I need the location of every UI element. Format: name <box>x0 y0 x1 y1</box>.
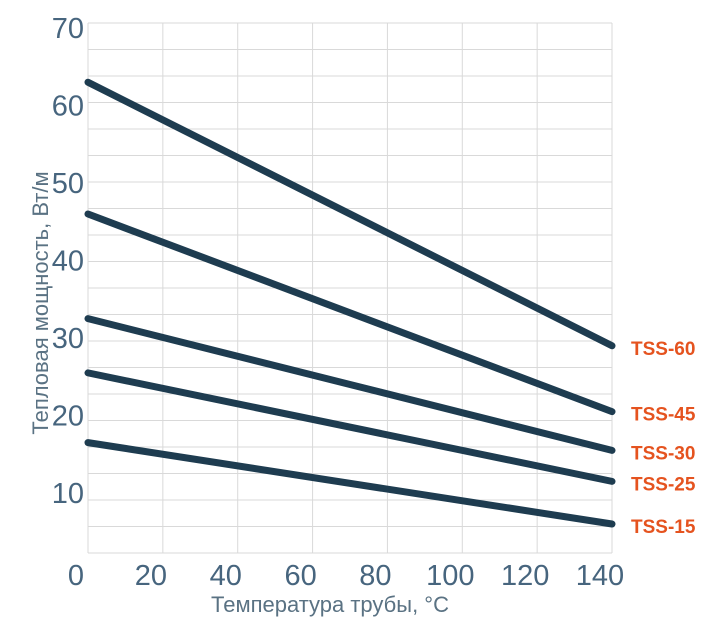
data-line-tss-25 <box>84 369 616 485</box>
y-tick-label: 60 <box>52 91 84 123</box>
y-tick-label: 50 <box>52 168 84 200</box>
x-tick-label: 0 <box>68 560 84 592</box>
data-line-tss-60 <box>84 78 616 350</box>
data-lines <box>84 78 616 528</box>
x-axis-tick-labels: 0 20 40 60 80 100 120 140 <box>68 560 624 592</box>
series-label-tss-45: TSS-45 <box>631 405 696 426</box>
y-tick-label: 70 <box>52 13 84 45</box>
x-tick-label: 100 <box>426 560 474 592</box>
y-tick-label: 10 <box>52 478 84 510</box>
y-tick-label: 40 <box>52 246 84 278</box>
x-axis-title: Температура трубы, °C <box>211 592 449 617</box>
x-tick-label: 20 <box>135 560 167 592</box>
gridlines <box>87 22 613 554</box>
series-label-tss-15: TSS-15 <box>631 517 696 538</box>
x-tick-label: 80 <box>359 560 391 592</box>
x-tick-label: 40 <box>210 560 242 592</box>
x-tick-label: 120 <box>501 560 549 592</box>
y-tick-label: 30 <box>52 323 84 355</box>
y-axis-tick-labels: 70 60 50 40 30 20 10 <box>52 13 84 510</box>
series-label-tss-60: TSS-60 <box>631 339 695 360</box>
series-labels: TSS-60 TSS-45 TSS-30 TSS-25 TSS-15 <box>631 339 696 538</box>
y-axis-title: Тепловая мощность, Вт/м <box>28 171 53 434</box>
x-tick-label: 140 <box>576 560 624 592</box>
x-tick-label: 60 <box>284 560 316 592</box>
data-line-tss-15 <box>84 439 616 528</box>
y-tick-label: 20 <box>52 401 84 433</box>
series-label-tss-25: TSS-25 <box>631 474 696 495</box>
data-line-tss-45 <box>84 210 616 416</box>
series-label-tss-30: TSS-30 <box>631 443 695 464</box>
data-line-tss-30 <box>84 315 616 454</box>
